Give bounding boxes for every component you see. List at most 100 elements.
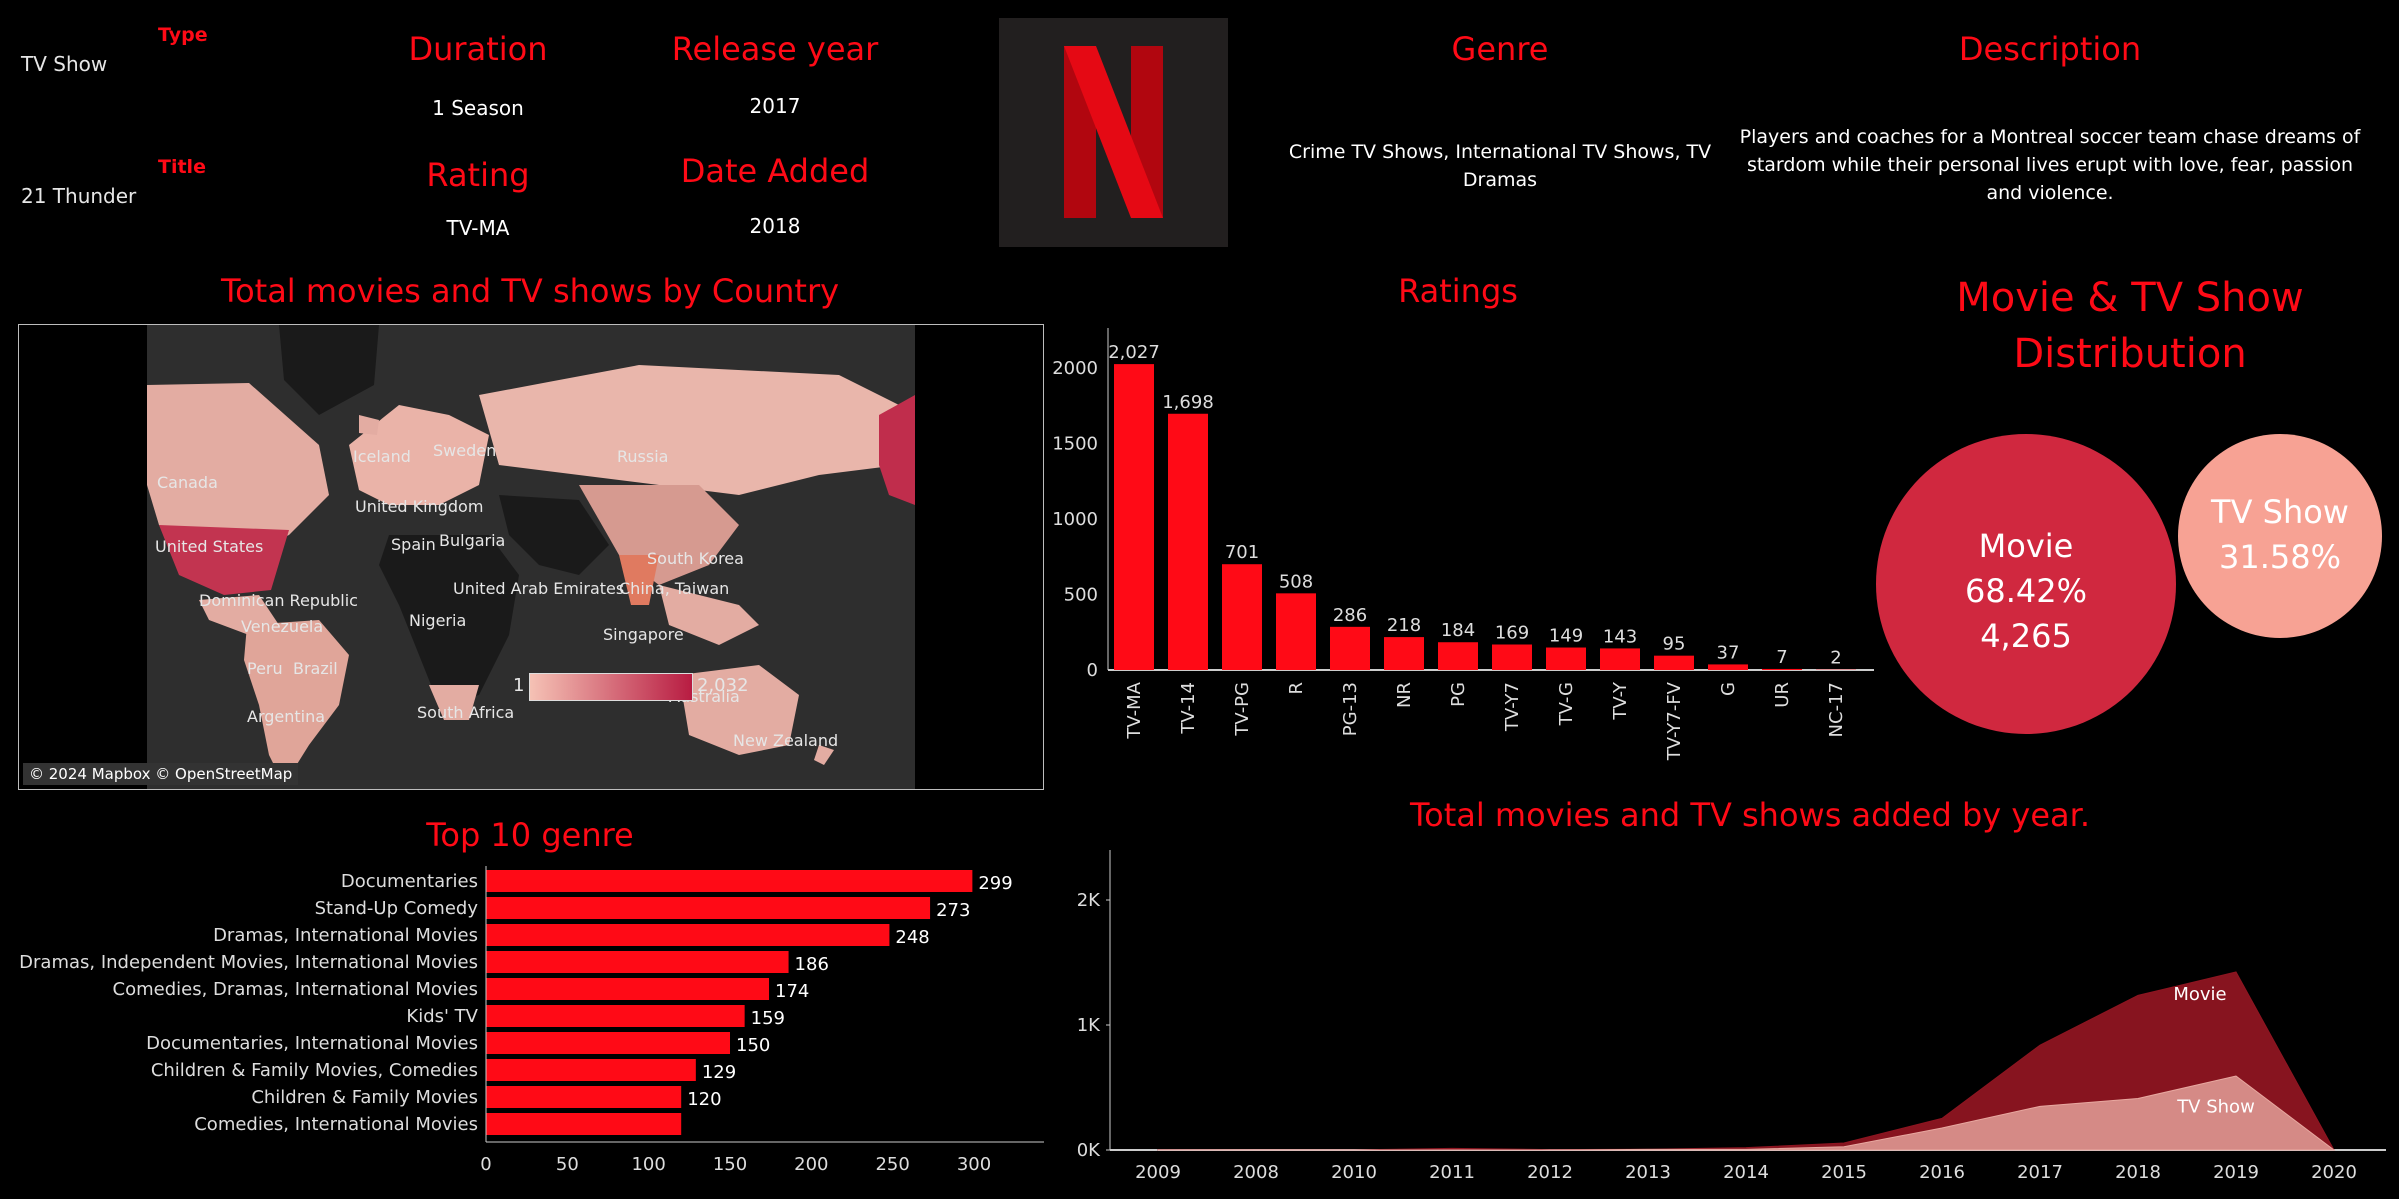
southeast-asia: [659, 585, 759, 645]
genre-bar[interactable]: [486, 1032, 730, 1054]
ratings-value-label: 508: [1279, 571, 1313, 592]
country-new-zealand: [814, 745, 834, 765]
ratings-value-label: 95: [1663, 634, 1686, 655]
ratings-category-label: UR: [1772, 682, 1793, 708]
ratings-value-label: 1,698: [1162, 392, 1214, 413]
greenland: [279, 325, 379, 415]
map-attribution: © 2024 Mapbox © OpenStreetMap: [23, 763, 299, 785]
genre-category-label: Documentaries, International Movies: [146, 1033, 478, 1054]
genre-value-label: 174: [775, 981, 809, 1002]
genre-bar[interactable]: [486, 978, 770, 1000]
ratings-ytick: 1500: [1052, 434, 1098, 455]
genre-bar[interactable]: [486, 897, 931, 919]
map-label-south-korea: South Korea: [647, 549, 744, 568]
area-xtick: 2009: [1135, 1162, 1181, 1183]
area-ytick: 1K: [1077, 1015, 1101, 1036]
ratings-category-label: TV-14: [1178, 682, 1199, 735]
genre-category-label: Kids' TV: [406, 1006, 478, 1027]
map-label-united-states: United States: [155, 537, 264, 556]
genre-bar[interactable]: [486, 1059, 696, 1081]
ratings-category-label: TV-Y7-FV: [1664, 681, 1685, 761]
area-series-label-tv-show: TV Show: [2176, 1097, 2255, 1118]
map-label-china-taiwan: China, Taiwan: [619, 579, 730, 598]
ratings-bar[interactable]: [1168, 413, 1208, 670]
genre-xtick: 150: [713, 1154, 747, 1175]
movie-bubble[interactable]: Movie 68.42% 4,265: [1876, 434, 2176, 734]
genre-bar[interactable]: [486, 1113, 682, 1135]
ratings-value-label: 286: [1333, 605, 1367, 626]
ratings-bar[interactable]: [1600, 648, 1640, 670]
map-label-south-africa: South Africa: [417, 703, 515, 722]
area-xtick: 2016: [1919, 1162, 1965, 1183]
middle-east: [499, 495, 609, 575]
ratings-value-label: 218: [1387, 615, 1421, 636]
ratings-bar[interactable]: [1438, 642, 1478, 670]
ratings-title: Ratings: [1398, 272, 1518, 310]
map-label-russia: Russia: [617, 447, 669, 466]
ratings-category-label: NC-17: [1826, 682, 1847, 737]
ratings-value-label: 143: [1603, 626, 1637, 647]
genre-bar[interactable]: [486, 870, 973, 892]
ratings-category-label: PG-13: [1340, 682, 1361, 736]
ratings-bar[interactable]: [1114, 364, 1154, 670]
added-by-year-title: Total movies and TV shows added by year.: [1410, 796, 2090, 834]
ratings-bar[interactable]: [1708, 664, 1748, 670]
ratings-category-label: TV-PG: [1232, 682, 1253, 737]
genre-bar[interactable]: [486, 951, 789, 973]
ratings-ytick: 500: [1064, 585, 1098, 606]
map-label-canada: Canada: [157, 473, 218, 492]
country-canada: [147, 383, 329, 560]
map-label-sweden: Sweden: [433, 441, 497, 460]
genre-value-label: 299: [978, 873, 1012, 894]
genre-category-label: Documentaries: [341, 871, 478, 892]
map-label-united-arab-emirates: United Arab Emirates: [453, 579, 625, 598]
ratings-bar[interactable]: [1654, 655, 1694, 670]
genre-value-label: 186: [795, 954, 829, 975]
map-label-iceland: Iceland: [353, 447, 411, 466]
genre-category-label: Stand-Up Comedy: [315, 898, 479, 919]
type-value: TV Show: [21, 52, 108, 76]
europe: [349, 405, 489, 505]
ratings-category-label: TV-Y: [1610, 681, 1631, 721]
country-united-states: [159, 525, 289, 595]
genre-bar[interactable]: [486, 924, 890, 946]
genre-value-label: 248: [895, 927, 929, 948]
country-map[interactable]: Canada United States Iceland Sweden United K…: [18, 324, 1044, 790]
rating-label: Rating: [426, 156, 530, 194]
genre-value-label: 129: [702, 1062, 736, 1083]
ratings-category-label: G: [1718, 682, 1739, 696]
distribution-title: Movie & TV Show Distribution: [1956, 275, 2304, 377]
area-xtick: 2011: [1429, 1162, 1475, 1183]
title-value: 21 Thunder: [21, 184, 137, 208]
ratings-bar[interactable]: [1546, 647, 1586, 670]
ratings-bar[interactable]: [1222, 564, 1262, 670]
area-series-tv-show[interactable]: [1157, 1075, 2336, 1151]
top-genre-chart: Documentaries 299 Stand-Up Comedy 273 Dramas…: [19, 866, 1044, 1175]
ratings-bar[interactable]: [1492, 644, 1532, 670]
map-label-dominican-republic: Dominican Republic: [199, 591, 358, 610]
area-xtick: 2013: [1625, 1162, 1671, 1183]
area-ytick: 0K: [1077, 1140, 1101, 1161]
ratings-category-label: PG: [1448, 682, 1469, 707]
ratings-bar[interactable]: [1330, 626, 1370, 670]
ratings-bar[interactable]: [1276, 593, 1316, 670]
genre-xtick: 0: [480, 1154, 491, 1175]
genre-label: Genre: [1451, 30, 1549, 68]
ratings-value-label: 2,027: [1108, 342, 1160, 363]
tv-show-bubble[interactable]: TV Show 31.58%: [2178, 434, 2382, 638]
ratings-bar[interactable]: [1384, 637, 1424, 670]
country-south-africa: [429, 685, 479, 720]
genre-bar[interactable]: [486, 1005, 745, 1027]
area-xtick: 2017: [2017, 1162, 2063, 1183]
genre-category-label: Dramas, International Movies: [213, 925, 478, 946]
ratings-bar[interactable]: [1762, 668, 1802, 670]
genre-bar[interactable]: [486, 1086, 682, 1108]
genre-value-label: 273: [936, 900, 970, 921]
ratings-value-label: 37: [1717, 642, 1740, 663]
area-xtick: 2018: [2115, 1162, 2161, 1183]
release-year-label: Release year: [671, 30, 879, 68]
genre-category-label: Comedies, Dramas, International Movies: [113, 979, 478, 1000]
ratings-value-label: 2: [1830, 648, 1841, 669]
africa: [379, 535, 519, 705]
ratings-value-label: 7: [1776, 647, 1787, 668]
